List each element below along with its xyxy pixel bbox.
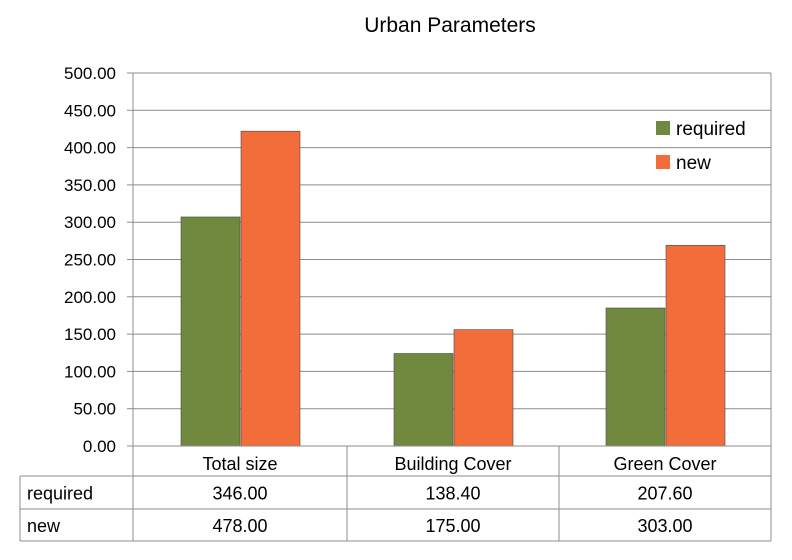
- legend-swatch-required: [656, 121, 670, 135]
- table-cell: 303.00: [637, 516, 692, 536]
- table-row-label: new: [27, 516, 61, 536]
- legend: required new: [656, 119, 746, 174]
- legend-swatch-new: [656, 155, 670, 169]
- legend-label-new: new: [676, 153, 711, 174]
- y-tick-label: 50.00: [73, 400, 116, 419]
- bars: [180, 130, 726, 447]
- y-tick-label: 250.00: [64, 251, 116, 270]
- table-cell: 138.40: [425, 484, 480, 504]
- bar-required-1: [393, 353, 454, 447]
- table-cell: 478.00: [212, 516, 267, 536]
- x-category-label: Building Cover: [394, 454, 511, 474]
- table-cell: 207.60: [637, 484, 692, 504]
- y-tick-label: 150.00: [64, 325, 116, 344]
- y-tick-label: 0.00: [83, 437, 116, 456]
- table-cell: 175.00: [425, 516, 480, 536]
- table-cell: 346.00: [212, 484, 267, 504]
- y-axis-ticks: 0.00 50.00 100.00 150.00 200.00 250.00 300.00 3…: [64, 64, 116, 456]
- y-tick-label: 450.00: [64, 101, 116, 120]
- bar-new-1: [453, 329, 514, 447]
- y-tick-label: 400.00: [64, 139, 116, 158]
- legend-label-required: required: [676, 119, 746, 140]
- chart-title: Urban Parameters: [364, 14, 536, 37]
- x-category-label: Total size: [202, 454, 277, 474]
- y-tick-label: 200.00: [64, 288, 116, 307]
- bar-required-2: [605, 307, 666, 447]
- bar-new-0: [240, 130, 301, 447]
- x-category-label: Green Cover: [613, 454, 716, 474]
- table-row-label: required: [27, 484, 93, 504]
- bar-new-2: [665, 245, 726, 447]
- y-tick-label: 500.00: [64, 64, 116, 83]
- y-tick-label: 300.00: [64, 213, 116, 232]
- y-tick-label: 350.00: [64, 176, 116, 195]
- y-tick-label: 100.00: [64, 362, 116, 381]
- bar-required-0: [180, 216, 241, 447]
- data-table: Total size Building Cover Green Cover requi…: [19, 445, 771, 542]
